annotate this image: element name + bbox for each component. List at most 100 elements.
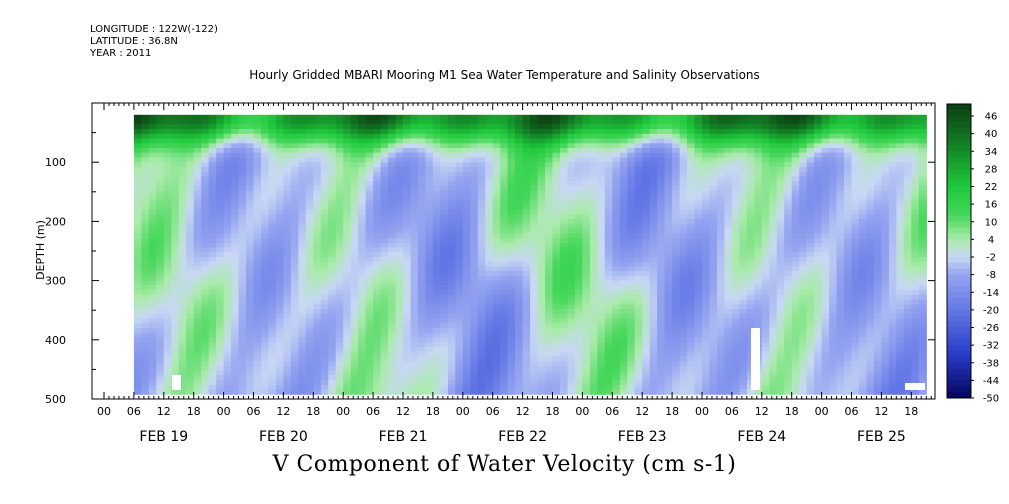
heatmap-cell — [275, 285, 284, 291]
heatmap-cell — [163, 233, 172, 239]
heatmap-cell — [335, 190, 344, 196]
heatmap-cell — [552, 190, 561, 196]
heatmap-cell — [148, 157, 157, 163]
heatmap-cell — [687, 256, 696, 263]
heatmap-cell — [515, 148, 524, 154]
heatmap-cell — [238, 328, 247, 334]
heatmap-cell — [709, 129, 718, 135]
heatmap-cell — [739, 280, 748, 286]
heatmap-cell — [522, 148, 531, 154]
heatmap-cell — [702, 171, 711, 177]
heatmap-cell — [275, 181, 284, 187]
heatmap-cell — [395, 238, 404, 244]
heatmap-cell — [403, 114, 412, 121]
heatmap-cell — [724, 219, 733, 225]
heatmap-cell — [522, 223, 531, 230]
heatmap-cell — [365, 342, 374, 348]
heatmap-cell — [761, 247, 770, 253]
heatmap-cell — [582, 152, 591, 158]
heatmap-cell — [261, 271, 270, 277]
heatmap-cell — [328, 171, 337, 177]
heatmap-cell — [313, 361, 322, 367]
heatmap-cell — [507, 351, 516, 357]
heatmap-cell — [148, 337, 157, 343]
heatmap-cell — [283, 119, 292, 125]
heatmap-cell — [687, 346, 696, 353]
heatmap-cell — [679, 228, 688, 234]
heatmap-cell — [388, 323, 397, 329]
heatmap-cell — [208, 209, 217, 215]
heatmap-cell — [552, 313, 561, 320]
heatmap-cell — [193, 285, 202, 291]
heatmap-cell — [597, 384, 606, 391]
heatmap-cell — [268, 228, 277, 234]
heatmap-cell — [275, 166, 284, 173]
heatmap-cell — [589, 342, 598, 348]
heatmap-cell — [320, 214, 329, 220]
heatmap-cell — [395, 157, 404, 163]
heatmap-cell — [343, 370, 352, 376]
heatmap-cell — [350, 166, 359, 173]
heatmap-cell — [672, 280, 681, 286]
heatmap-cell — [731, 337, 740, 343]
heatmap-cell — [298, 380, 307, 386]
heatmap-cell — [148, 365, 157, 372]
heatmap-cell — [612, 233, 621, 239]
heatmap-cell — [178, 285, 187, 291]
heatmap-cell — [500, 346, 509, 353]
heatmap-cell — [253, 143, 262, 149]
heatmap-cell — [545, 204, 554, 211]
heatmap-cell — [687, 247, 696, 253]
heatmap-cell — [664, 200, 673, 206]
heatmap-cell — [649, 200, 658, 206]
heatmap-cell — [275, 195, 284, 201]
heatmap-cell — [186, 133, 195, 140]
heatmap-cell — [313, 299, 322, 305]
heatmap-cell — [672, 290, 681, 296]
heatmap-cell — [574, 238, 583, 244]
heatmap-cell — [275, 351, 284, 357]
heatmap-cell — [447, 195, 456, 201]
heatmap-cell — [672, 195, 681, 201]
heatmap-cell — [500, 171, 509, 177]
heatmap-cell — [320, 209, 329, 215]
heatmap-cell — [156, 181, 165, 187]
heatmap-cell — [574, 337, 583, 343]
heatmap-cell — [597, 242, 606, 248]
heatmap-cell — [597, 176, 606, 182]
heatmap-cell — [687, 323, 696, 329]
heatmap-cell — [702, 375, 711, 381]
heatmap-cell — [283, 346, 292, 353]
heatmap-cell — [612, 275, 621, 282]
heatmap-cell — [657, 280, 666, 286]
heatmap-cell — [388, 256, 397, 263]
heatmap-cell — [545, 181, 554, 187]
heatmap-cell — [597, 271, 606, 277]
heatmap-cell — [552, 370, 561, 376]
heatmap-cell — [395, 176, 404, 182]
heatmap-cell — [649, 361, 658, 367]
heatmap-cell — [141, 266, 150, 272]
heatmap-cell — [597, 318, 606, 324]
heatmap-cell — [717, 171, 726, 177]
heatmap-cell — [313, 143, 322, 149]
heatmap-cell — [567, 162, 576, 168]
heatmap-cell — [208, 138, 217, 144]
heatmap-cell — [388, 119, 397, 125]
heatmap-cell — [679, 309, 688, 315]
heatmap-cell — [731, 171, 740, 177]
heatmap-cell — [500, 365, 509, 372]
heatmap-cell — [567, 181, 576, 187]
heatmap-cell — [425, 365, 434, 372]
heatmap-cell — [604, 266, 613, 272]
heatmap-cell — [560, 157, 569, 163]
heatmap-cell — [358, 119, 367, 125]
heatmap-cell — [275, 271, 284, 277]
heatmap-cell — [290, 304, 299, 310]
heatmap-cell — [485, 200, 494, 206]
heatmap-cell — [133, 275, 142, 282]
heatmap-cell — [178, 313, 187, 320]
heatmap-cell — [148, 228, 157, 234]
heatmap-cell — [455, 190, 464, 196]
heatmap-cell — [589, 337, 598, 343]
